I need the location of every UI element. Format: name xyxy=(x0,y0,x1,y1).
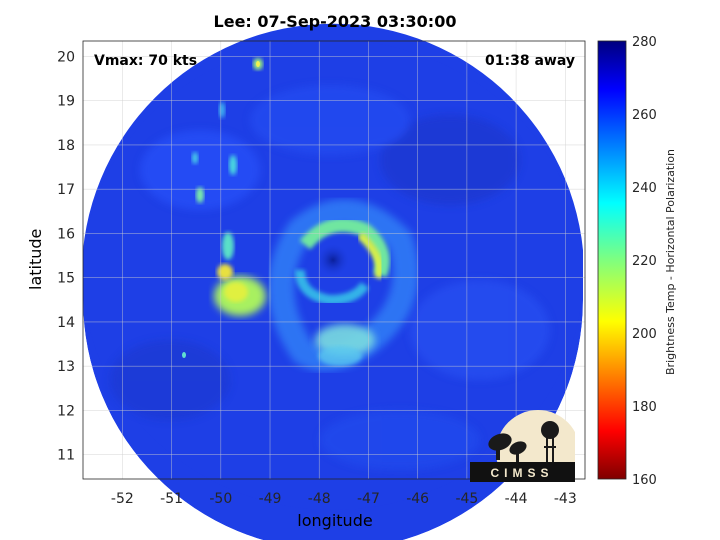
y-tick-label: 16 xyxy=(57,226,75,242)
y-tick-label: 13 xyxy=(57,359,75,375)
x-tick-labels: -52 -51 -50 -49 -48 -47 -46 -45 -44 -43 xyxy=(111,491,577,507)
colorbar-tick-label: 160 xyxy=(632,473,657,488)
x-tick-label: -48 xyxy=(308,491,331,507)
time-away-label: 01:38 away xyxy=(485,53,575,69)
x-tick-label: -50 xyxy=(209,491,232,507)
y-tick-label: 12 xyxy=(57,403,75,419)
y-tick-label: 17 xyxy=(57,182,75,198)
swath xyxy=(83,23,583,540)
x-tick-label: -43 xyxy=(554,491,577,507)
cimss-logo: CIMSS xyxy=(470,410,575,482)
colorbar-tick-label: 280 xyxy=(632,35,657,50)
colorbar-tick-label: 180 xyxy=(632,400,657,415)
x-tick-label: -52 xyxy=(111,491,134,507)
axes-frame xyxy=(82,40,586,480)
y-tick-labels: 11 12 13 14 15 16 17 18 19 20 xyxy=(57,49,75,463)
y-axis-label: latitude xyxy=(26,228,45,290)
y-tick-label: 18 xyxy=(57,138,75,154)
vmax-label: Vmax: 70 kts xyxy=(94,53,198,69)
y-tick-label: 14 xyxy=(57,315,75,331)
x-tick-label: -51 xyxy=(160,491,183,507)
grid-lines xyxy=(83,41,585,479)
colorbar-tick-labels: 160 180 200 220 240 260 280 xyxy=(632,35,657,488)
x-tick-label: -47 xyxy=(357,491,380,507)
y-tick-label: 11 xyxy=(57,448,75,464)
colorbar xyxy=(597,40,627,480)
x-tick-label: -46 xyxy=(406,491,429,507)
y-tick-label: 20 xyxy=(57,49,75,65)
colorbar-label: Brightness Temp - Horizontal Polarizatio… xyxy=(664,149,677,375)
logo-text: CIMSS xyxy=(490,466,553,480)
colorbar-tick-label: 240 xyxy=(632,181,657,196)
x-tick-label: -44 xyxy=(505,491,528,507)
colorbar-tick-label: 260 xyxy=(632,108,657,123)
y-tick-label: 15 xyxy=(57,271,75,287)
colorbar-tick-label: 200 xyxy=(632,327,657,342)
x-tick-label: -45 xyxy=(455,491,478,507)
y-tick-label: 19 xyxy=(57,94,75,110)
page-title: Lee: 07-Sep-2023 03:30:00 xyxy=(213,12,457,31)
x-tick-label: -49 xyxy=(259,491,282,507)
x-axis-label: longitude xyxy=(297,511,373,530)
colorbar-tick-label: 220 xyxy=(632,254,657,269)
